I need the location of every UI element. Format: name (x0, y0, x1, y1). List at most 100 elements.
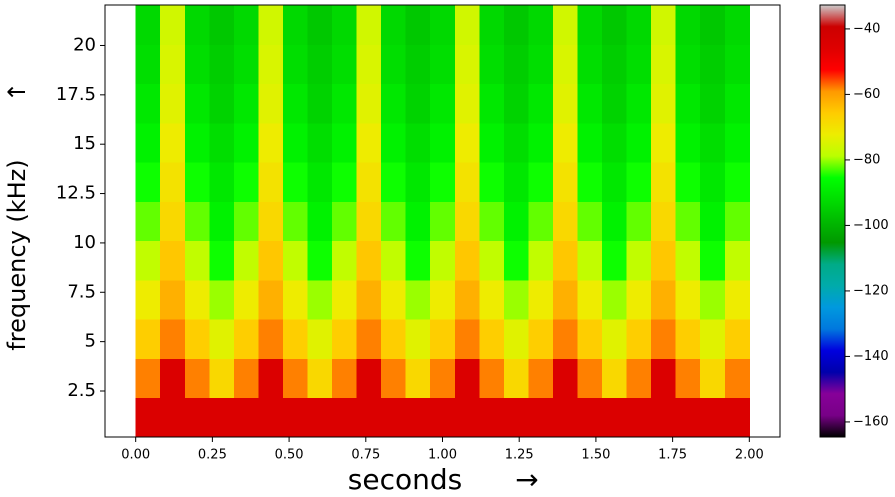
heatmap-cell (479, 358, 505, 399)
heatmap-cell (626, 240, 652, 281)
heatmap-cell (602, 44, 628, 85)
heatmap-cell (160, 83, 186, 124)
heatmap-cell (209, 44, 235, 85)
heatmap-cell (405, 397, 431, 437)
colorbar-tick-label: −160 (853, 414, 889, 429)
heatmap-cell (332, 201, 358, 242)
heatmap-cell (135, 240, 161, 281)
heatmap-cell (503, 397, 529, 437)
heatmap-cell (160, 162, 186, 202)
heatmap-cell (282, 44, 308, 85)
heatmap-cell (503, 83, 529, 124)
heatmap-cell (430, 201, 456, 242)
heatmap-cell (454, 5, 480, 45)
heatmap-cell (430, 397, 456, 437)
heatmap-cell (184, 279, 210, 320)
colorbar-tick-label: −100 (853, 218, 889, 233)
heatmap-cell (577, 319, 603, 359)
heatmap-cell (479, 162, 505, 202)
heatmap-cell (430, 358, 456, 399)
heatmap-cell (356, 279, 382, 320)
heatmap-cell (700, 319, 726, 359)
heatmap-cell (602, 5, 628, 45)
colorbar-tick-label: −80 (853, 152, 880, 167)
heatmap-cell (356, 44, 382, 85)
colorbar-tick-label: −120 (853, 283, 889, 298)
heatmap-cell (724, 319, 750, 359)
heatmap-cell (577, 162, 603, 202)
heatmap-cell (602, 162, 628, 202)
heatmap-cell (356, 162, 382, 202)
y-tick-label: 2.5 (67, 380, 96, 401)
heatmap-cell (528, 397, 554, 437)
heatmap-cell (381, 240, 407, 281)
heatmap-cell (528, 240, 554, 281)
y-tick-label: 12.5 (56, 183, 96, 204)
heatmap-cell (307, 319, 333, 359)
heatmap-cell (700, 279, 726, 320)
heatmap-cell (552, 5, 578, 45)
heatmap-cell (184, 122, 210, 163)
heatmap-cell (528, 319, 554, 359)
heatmap-cell (724, 201, 750, 242)
heatmap-cell (602, 240, 628, 281)
heatmap-cell (160, 397, 186, 437)
heatmap-cell (135, 122, 161, 163)
heatmap-cell (405, 162, 431, 202)
heatmap-cell (602, 397, 628, 437)
heatmap-cell (626, 397, 652, 437)
heatmap-cell (233, 162, 259, 202)
heatmap-cell (700, 44, 726, 85)
heatmap-cell (405, 319, 431, 359)
heatmap-cell (430, 44, 456, 85)
heatmap-cell (430, 319, 456, 359)
heatmap-cell (626, 162, 652, 202)
x-tick-label: 1.00 (428, 448, 457, 463)
heatmap-cell (356, 201, 382, 242)
heatmap-cell (675, 319, 701, 359)
heatmap-cell (700, 397, 726, 437)
heatmap-cell (209, 5, 235, 45)
heatmap-cell (258, 319, 284, 359)
heatmap-cell (577, 201, 603, 242)
heatmap-cell (258, 44, 284, 85)
heatmap-cell (675, 5, 701, 45)
heatmap-cell (405, 279, 431, 320)
heatmap-cell (700, 5, 726, 45)
heatmap-cell (209, 397, 235, 437)
heatmap-cell (233, 397, 259, 437)
heatmap-cell (479, 201, 505, 242)
heatmap-cell (307, 122, 333, 163)
heatmap-cell (602, 279, 628, 320)
heatmap-cell (503, 162, 529, 202)
heatmap-cell (503, 319, 529, 359)
heatmap-cell (160, 122, 186, 163)
heatmap-cell (381, 201, 407, 242)
heatmap-cell (381, 279, 407, 320)
heatmap-cell (577, 83, 603, 124)
heatmap-cell (381, 122, 407, 163)
heatmap-cell (675, 44, 701, 85)
heatmap-cell (454, 83, 480, 124)
heatmap-cell (233, 279, 259, 320)
heatmap-cell (184, 358, 210, 399)
heatmap-cell (233, 201, 259, 242)
heatmap-cell (381, 5, 407, 45)
colorbar-tick-label: −140 (853, 349, 889, 364)
heatmap-cell (233, 44, 259, 85)
heatmap-cell (528, 358, 554, 399)
heatmap-cell (332, 397, 358, 437)
heatmap-cell (381, 44, 407, 85)
heatmap-cell (454, 162, 480, 202)
heatmap-cell (258, 201, 284, 242)
heatmap-cell (503, 240, 529, 281)
heatmap-cell (282, 279, 308, 320)
heatmap-cell (356, 5, 382, 45)
heatmap-cell (528, 122, 554, 163)
heatmap-cell (405, 358, 431, 399)
heatmap-cell (724, 240, 750, 281)
heatmap-cell (675, 397, 701, 437)
y-tick-label: 7.5 (67, 281, 96, 302)
x-tick-label: 0.00 (121, 448, 150, 463)
heatmap-cell (184, 319, 210, 359)
